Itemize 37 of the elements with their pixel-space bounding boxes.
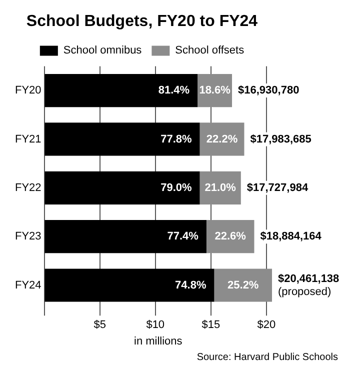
annotation: 81.4%: [158, 84, 190, 97]
annotation: $17,983,685: [250, 133, 312, 146]
annotation: 22.2%: [206, 133, 238, 146]
y-tick-label: FY22: [14, 182, 42, 194]
chart-title: School Budgets, FY20 to FY24: [26, 13, 258, 30]
annotation: 25.2%: [228, 279, 259, 292]
annotation: $18,884,164: [260, 230, 322, 243]
bar: [44, 74, 198, 108]
bar: [200, 122, 244, 156]
y-tick-label: FY20: [14, 84, 42, 97]
source-note: Source: Harvard Public Schools: [196, 352, 338, 363]
annotation: 77.4%: [167, 230, 199, 243]
legend-label: School offsets: [175, 44, 245, 57]
x-tick-label: $20: [257, 319, 276, 332]
legend-label: School omnibus: [63, 44, 142, 57]
annotation: 21.0%: [204, 182, 236, 194]
x-tick-label: $5: [94, 319, 106, 332]
y-tick-label: FY24: [14, 279, 42, 292]
y-tick-label: FY21: [14, 133, 42, 146]
annotation: 74.8%: [175, 279, 206, 292]
bar: [44, 268, 214, 302]
annotation: $17,727,984: [246, 182, 309, 194]
annotation: 22.6%: [214, 230, 246, 243]
y-tick-label: FY23: [14, 230, 42, 243]
x-axis-title: in millions: [134, 335, 183, 348]
annotation: $16,930,780: [238, 84, 300, 97]
annotation: 77.8%: [160, 133, 192, 146]
bar: [44, 171, 200, 204]
bar: [44, 122, 200, 156]
annotation: 18.6%: [199, 84, 231, 97]
annotation: $20,461,138 (proposed): [278, 272, 340, 298]
x-tick-label: $15: [202, 319, 220, 332]
x-tick-label: $10: [146, 319, 165, 332]
annotation: 79.0%: [160, 182, 192, 194]
bar: [214, 268, 272, 302]
bar: [206, 220, 254, 254]
bar: [44, 220, 206, 254]
